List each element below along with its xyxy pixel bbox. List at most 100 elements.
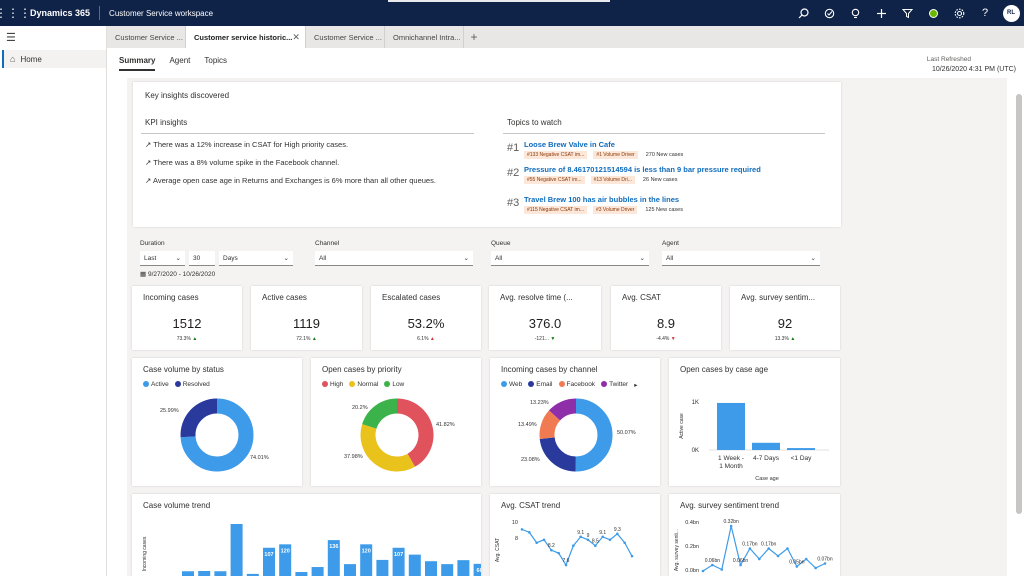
agent-select[interactable]: All ⌄ <box>662 251 820 266</box>
x-tick-label: 4-7 Days <box>753 455 780 462</box>
home-icon: ⌂ <box>10 54 16 64</box>
select-value: All <box>319 254 327 262</box>
gear-icon[interactable] <box>946 0 972 26</box>
search-icon[interactable] <box>790 0 816 26</box>
bar <box>473 563 481 576</box>
help-icon[interactable]: ? <box>981 7 989 19</box>
kpi-delta: 6.1% ▲ <box>371 336 481 342</box>
kpi-card-sentiment[interactable]: Avg. survey sentim... 92 13.3% ▲ <box>730 286 840 350</box>
data-point <box>767 547 770 550</box>
duration-unit-select[interactable]: Days ⌄ <box>219 251 293 266</box>
close-icon[interactable]: ✕ <box>292 31 300 42</box>
data-label: 50.07% <box>617 430 636 436</box>
main-content: Summary Agent Topics Last Refreshed 10/2… <box>107 48 1024 576</box>
topic-tag: #13 Volume Dri... <box>590 176 635 184</box>
user-initials: RL <box>1002 4 1020 22</box>
workspace-name[interactable]: Customer Service workspace <box>109 8 214 18</box>
app-launcher-icon[interactable]: ⋮⋮⋮ <box>0 6 31 20</box>
chart-title: Case volume by status <box>143 365 224 374</box>
input-value: 30 <box>193 254 201 262</box>
scrollbar-thumb[interactable] <box>1016 94 1022 514</box>
data-point <box>550 548 553 552</box>
topic-link[interactable]: Loose Brew Valve in Cafe <box>524 140 615 149</box>
data-point <box>823 562 827 565</box>
kpi-card-resolve-time[interactable]: Avg. resolve time (... 376.0 -121... ▼ <box>489 286 601 350</box>
sidebar-item-home[interactable]: ⌂ Home <box>2 50 106 68</box>
channel-select[interactable]: All ⌄ <box>315 251 473 266</box>
chart-case-volume-trend: Case volume trend Incoming cases 107 120 13… <box>132 494 481 576</box>
kpi-card-active[interactable]: Active cases 1119 72.1% ▲ <box>251 286 362 350</box>
legend-label: High <box>330 381 344 388</box>
tab-agent[interactable]: Agent <box>169 56 191 65</box>
bar <box>327 540 340 576</box>
donut-slice <box>180 398 254 472</box>
task-icon[interactable] <box>816 0 842 26</box>
filter-icon[interactable] <box>894 0 920 26</box>
duration-number-input[interactable]: 30 <box>189 251 215 266</box>
data-label: 0.07bn <box>817 557 833 563</box>
divider <box>503 133 825 134</box>
topic-link[interactable]: Pressure of 8.46170121514594 is less tha… <box>524 165 761 174</box>
data-point <box>786 547 789 550</box>
data-label: 9.1 <box>599 530 606 536</box>
duration-mode-select[interactable]: Last ⌄ <box>140 251 185 266</box>
kpi-value: 376.0 <box>528 316 562 331</box>
chart-title: Open cases by priority <box>322 365 402 374</box>
data-label: 25.99% <box>160 408 179 414</box>
topbar-accent-line <box>388 0 610 2</box>
sidebar-item-label: Home <box>20 54 42 64</box>
filter-label: Queue <box>491 240 511 247</box>
queue-select[interactable]: All ⌄ <box>491 251 649 266</box>
kpi-card-escalated[interactable]: Escalated cases 53.2% 6.1% ▲ <box>371 286 481 350</box>
data-label: 37.98% <box>344 454 363 460</box>
bar <box>311 567 324 576</box>
add-tab-icon[interactable]: + <box>470 30 478 44</box>
topic-tag: #3 Volume Driver <box>592 206 638 214</box>
tab-topics[interactable]: Topics <box>204 56 228 65</box>
y-tick-label: 10 <box>512 520 518 526</box>
dashboard-tabs: Summary Agent Topics <box>119 56 241 71</box>
kpi-card-csat[interactable]: Avg. CSAT 8.9 -4.4% ▼ <box>611 286 721 350</box>
channel-filter: Channel All ⌄ <box>315 240 473 266</box>
app-name[interactable]: Dynamics 365 <box>30 8 91 18</box>
data-point <box>594 544 597 548</box>
presence-icon[interactable] <box>920 0 946 26</box>
data-label: 13.49% <box>518 422 537 428</box>
tab-summary[interactable]: Summary <box>119 56 156 71</box>
kpi-delta-text: 13.3% <box>774 336 789 342</box>
topic-link[interactable]: Travel Brew 100 has air bubbles in the l… <box>524 195 680 204</box>
donut-slice <box>539 410 561 440</box>
top-bar: ⋮⋮⋮ Dynamics 365 Customer Service worksp… <box>0 0 1024 26</box>
hamburger-menu-icon[interactable]: ☰ <box>6 32 16 44</box>
session-tab[interactable]: Customer Service ... <box>107 26 186 48</box>
trend-up-red-icon: ▲ <box>429 336 435 342</box>
avatar[interactable]: RL <box>998 0 1024 26</box>
legend-next-icon[interactable]: ▸ <box>634 382 638 389</box>
y-tick-label: 0K <box>692 448 699 454</box>
kpi-card-incoming[interactable]: Incoming cases 1512 73.3% ▲ <box>132 286 242 350</box>
add-icon[interactable] <box>868 0 894 26</box>
legend-swatch <box>322 381 328 387</box>
session-tab[interactable]: Omnichannel Intra... <box>385 26 464 48</box>
select-value: All <box>666 254 674 262</box>
legend-label: Web <box>509 381 523 388</box>
presence-status-dot <box>928 8 938 18</box>
chart-legend: High Normal Low <box>322 381 410 388</box>
trend-down-green-icon: ▼ <box>550 336 556 342</box>
donut-slice <box>362 398 398 430</box>
topic-tags: #55 Negative CSAT im... #13 Volume Dri..… <box>524 176 677 184</box>
scrollbar[interactable] <box>1016 88 1022 576</box>
session-tab[interactable]: Customer Service ... <box>306 26 385 48</box>
agent-filter: Agent All ⌄ <box>662 240 820 266</box>
session-tab-active[interactable]: Customer service historic... ✕ <box>186 26 306 48</box>
y-axis-label: Avg. survey senti... <box>674 529 680 571</box>
data-point <box>616 532 619 536</box>
dashboard-canvas: Key insights discovered KPI insights ↗ T… <box>127 78 1007 576</box>
data-point <box>535 541 538 545</box>
data-point <box>720 568 724 571</box>
session-tab-label: Customer service historic... <box>194 32 293 42</box>
legend-swatch <box>501 381 507 387</box>
chart-case-volume-by-status: Case volume by status Active Resolved 25… <box>132 358 302 486</box>
kpi-delta-text: 6.1% <box>417 336 429 342</box>
lightbulb-icon[interactable] <box>842 0 868 26</box>
